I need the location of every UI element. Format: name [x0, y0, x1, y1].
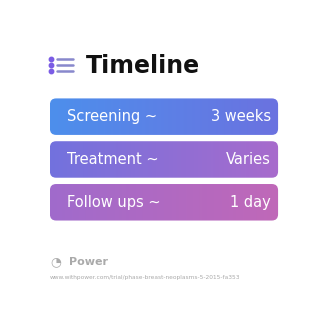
Text: Power: Power: [68, 257, 108, 267]
Text: Timeline: Timeline: [86, 54, 200, 78]
Text: 1 day: 1 day: [230, 195, 271, 210]
Text: 3 weeks: 3 weeks: [211, 109, 271, 124]
Text: Varies: Varies: [226, 152, 271, 167]
Text: Screening ~: Screening ~: [67, 109, 157, 124]
Text: Follow ups ~: Follow ups ~: [67, 195, 161, 210]
Text: www.withpower.com/trial/phase-breast-neoplasms-5-2015-fa353: www.withpower.com/trial/phase-breast-neo…: [50, 275, 240, 280]
Text: Treatment ~: Treatment ~: [67, 152, 159, 167]
Text: ◔: ◔: [50, 256, 61, 268]
